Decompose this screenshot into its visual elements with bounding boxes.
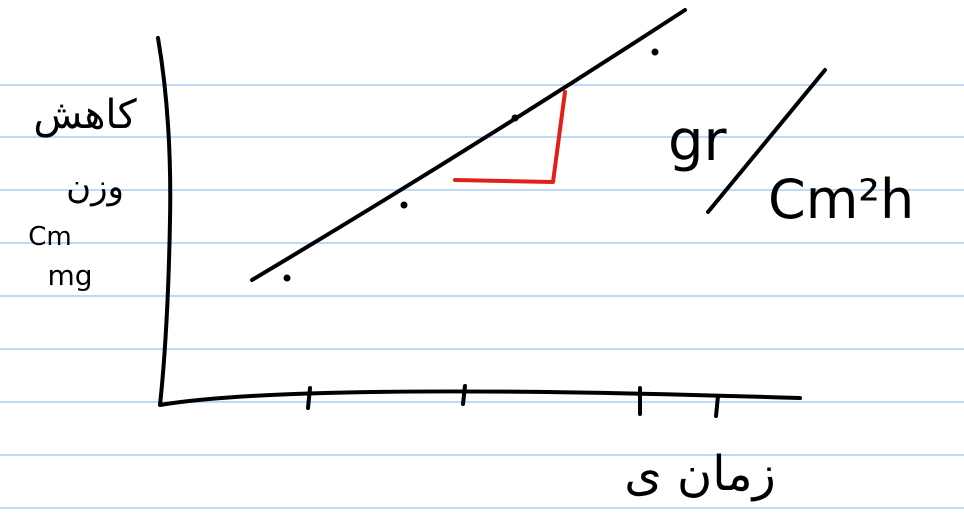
unit-numerator: gr (668, 109, 728, 174)
data-point (401, 202, 408, 209)
y-axis-label: کاهش وزن Cm mg (28, 92, 137, 292)
data-points (284, 49, 659, 282)
ruled-lines (0, 85, 964, 508)
data-point (652, 49, 659, 56)
trend-line (252, 10, 685, 280)
note-page: کاهش وزن Cm mg زمان ی gr Cm²h (0, 0, 964, 518)
unit-label: gr Cm²h (668, 70, 914, 231)
x-axis-label: زمان ی (624, 446, 776, 502)
data-point (284, 275, 291, 282)
y-label-line: کاهش (33, 92, 137, 138)
y-label-line: وزن (66, 167, 124, 207)
y-label-line: mg (47, 259, 92, 292)
axes (158, 38, 800, 405)
y-label-line: Cm (28, 222, 71, 252)
unit-denominator: Cm²h (768, 168, 914, 231)
data-point (512, 115, 519, 122)
